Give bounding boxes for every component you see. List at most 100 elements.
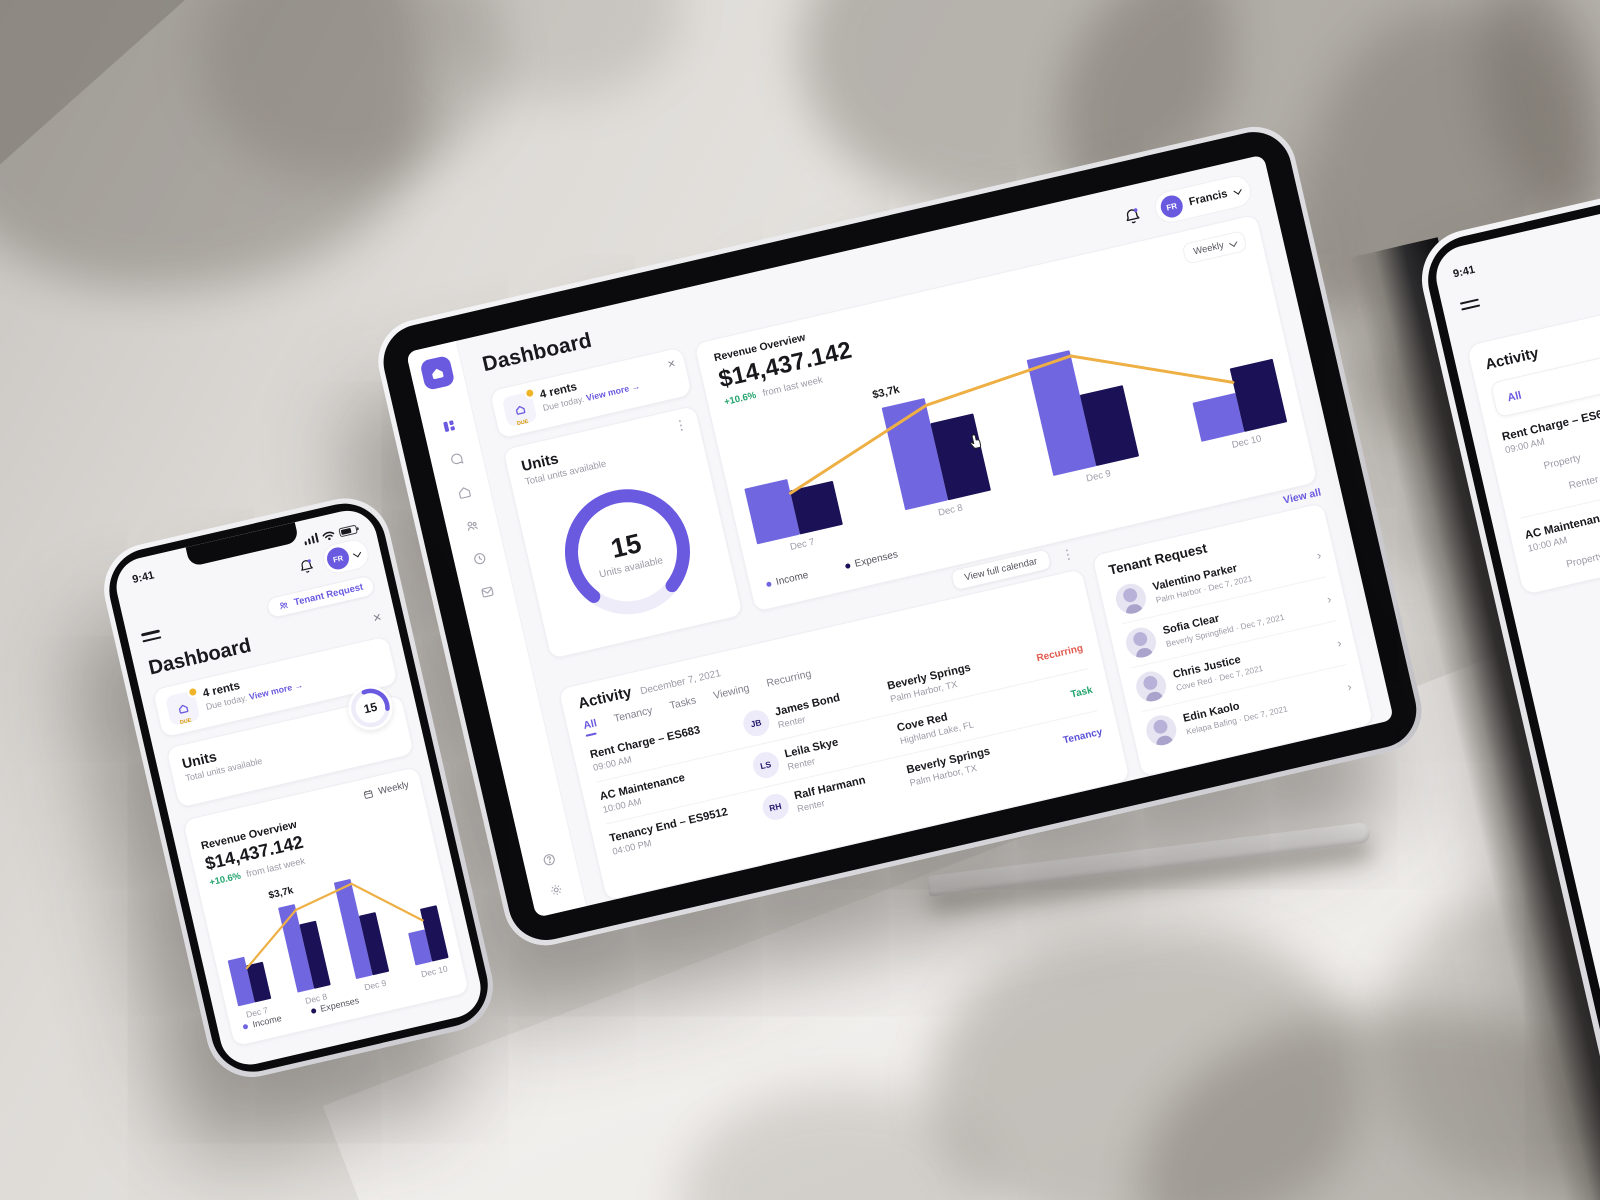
x-axis-label: Dec 10 bbox=[1230, 433, 1263, 451]
rents-text: 4 rents Due today. View more → bbox=[539, 367, 641, 413]
chevron-right-icon: › bbox=[1315, 548, 1323, 563]
main-content: Dashboard FR Francis bbox=[457, 155, 1394, 906]
period-select[interactable]: Weekly bbox=[1181, 230, 1248, 265]
left-column: DUE 4 rents Due today. View more → × Uni… bbox=[488, 346, 744, 660]
revenue-bar-chart: Dec 7 Dec 8 $3,7k Dec 9 Dec 10 bbox=[728, 295, 1288, 553]
battery-icon bbox=[338, 524, 358, 537]
rent-house-icon: DUE bbox=[501, 386, 538, 428]
phone-screen: 9:41 FR Tena bbox=[110, 504, 487, 1071]
tenant-request-chip[interactable]: Tenant Request bbox=[265, 574, 377, 620]
revenue-card: Revenue Overview $14,437.142 +10.6% from… bbox=[693, 213, 1319, 613]
help-icon[interactable] bbox=[539, 850, 559, 870]
sidebar-footer bbox=[539, 850, 566, 901]
phone-device: 9:41 FR Tena bbox=[95, 489, 503, 1087]
hamburger-menu-icon[interactable] bbox=[140, 626, 162, 646]
chevron-down-icon bbox=[1233, 186, 1242, 195]
notifications-bell-icon[interactable] bbox=[1121, 204, 1144, 227]
team-icon bbox=[280, 602, 289, 610]
chip-label: Tenant Request bbox=[293, 581, 365, 609]
avatar: JB bbox=[740, 707, 772, 739]
notifications-bell-icon[interactable] bbox=[296, 556, 316, 576]
trend-line bbox=[245, 882, 424, 970]
sidebar-item-properties-icon[interactable] bbox=[454, 482, 474, 502]
chevron-down-icon bbox=[352, 549, 362, 558]
calendar-icon bbox=[363, 790, 373, 799]
tenant-avatar bbox=[1123, 624, 1160, 661]
trend-line bbox=[788, 354, 1235, 495]
status-bar: 9:41 bbox=[125, 521, 363, 587]
rents-due-card[interactable]: DUE 4 rents Due today. View more → bbox=[151, 635, 399, 739]
x-axis-label: Dec 7 bbox=[789, 536, 816, 553]
tablet-frame: Dashboard FR Francis bbox=[370, 118, 1430, 954]
status-badge: Task bbox=[1069, 684, 1094, 701]
close-icon[interactable]: × bbox=[371, 607, 383, 626]
rent-house-icon: DUE bbox=[164, 685, 201, 727]
tab-tenancy[interactable]: Tenancy bbox=[612, 704, 654, 725]
header-actions: FR Francis bbox=[1119, 172, 1255, 234]
phone-bezel: 9:41 FR Tena bbox=[100, 495, 497, 1081]
user-name: Francis bbox=[1187, 187, 1229, 209]
app-logo-icon[interactable] bbox=[418, 355, 455, 392]
period-select[interactable]: Weekly bbox=[197, 779, 410, 838]
kebab-menu-icon[interactable]: ⋮ bbox=[672, 416, 689, 434]
hamburger-menu-icon[interactable] bbox=[1459, 294, 1481, 314]
tab-all[interactable]: All bbox=[1506, 389, 1523, 405]
profile-menu[interactable]: FR bbox=[320, 536, 372, 577]
chevron-right-icon: › bbox=[1345, 679, 1353, 695]
tab-recurring[interactable]: Recurring bbox=[765, 667, 813, 690]
tablet-device: Dashboard FR Francis bbox=[370, 118, 1430, 954]
cursor-pointer-icon bbox=[965, 431, 987, 458]
status-icons bbox=[302, 523, 358, 546]
page-header: Dashboard FR Francis bbox=[479, 172, 1255, 381]
tenant-avatar bbox=[1133, 668, 1170, 705]
status-time: 9:41 bbox=[131, 569, 156, 587]
user-avatar: FR bbox=[1158, 193, 1185, 220]
status-badge: Tenancy bbox=[1062, 726, 1104, 746]
sidebar-item-mail-icon[interactable] bbox=[477, 582, 497, 602]
due-badge: DUE bbox=[516, 418, 530, 428]
close-icon[interactable]: × bbox=[666, 355, 677, 372]
chevron-down-icon bbox=[1228, 238, 1238, 247]
x-axis-label: Dec 8 bbox=[937, 502, 964, 519]
units-donut-chart: 15 Units available bbox=[538, 462, 718, 642]
leaf-shadow bbox=[200, 0, 500, 180]
legend-income: Income bbox=[774, 569, 810, 588]
sidebar-item-history-icon[interactable] bbox=[470, 548, 490, 568]
user-avatar: FR bbox=[324, 545, 352, 572]
chevron-right-icon: › bbox=[1335, 635, 1343, 651]
sidebar-item-dashboard-icon[interactable] bbox=[439, 416, 459, 436]
avatar: RH bbox=[759, 791, 791, 823]
kebab-menu-icon[interactable]: ⋮ bbox=[1059, 545, 1076, 563]
due-badge: DUE bbox=[179, 717, 193, 727]
rents-due-card[interactable]: DUE 4 rents Due today. View more → × bbox=[488, 346, 693, 440]
coin-icon bbox=[523, 386, 537, 400]
bar-group: Dec 8 $3,7k bbox=[871, 384, 992, 519]
activity-title: Activity bbox=[576, 683, 634, 713]
revenue-card: Weekly Revenue Overview $14,437.142 +10.… bbox=[181, 765, 471, 1048]
sidebar bbox=[405, 340, 588, 918]
avatar: LS bbox=[750, 749, 782, 781]
wifi-icon bbox=[322, 531, 335, 540]
period-value: Weekly bbox=[1192, 239, 1226, 258]
tablet-screen: Dashboard FR Francis bbox=[405, 154, 1394, 918]
tab-tasks[interactable]: Tasks bbox=[668, 694, 698, 713]
units-mini-ring: 15 bbox=[344, 681, 397, 735]
tab-viewing[interactable]: Viewing bbox=[712, 682, 751, 702]
leaf-shadow bbox=[930, 930, 1360, 1200]
units-card: 15 Units Total units available bbox=[165, 681, 415, 809]
sidebar-item-team-icon[interactable] bbox=[462, 515, 482, 535]
revenue-bar-chart: Dec 7 Dec 8 $3,7k Dec 9 Dec 10 bbox=[214, 853, 449, 1020]
tablet-bezel: Dashboard FR Francis bbox=[375, 124, 1424, 948]
legend-expenses: Expenses bbox=[853, 549, 899, 570]
phone-frame: 9:41 FR Tena bbox=[95, 489, 503, 1087]
sidebar-item-chat-icon[interactable] bbox=[447, 449, 467, 469]
phone-header-actions: FR bbox=[129, 536, 372, 621]
chevron-right-icon: › bbox=[1325, 591, 1333, 607]
top-cards-row: DUE 4 rents Due today. View more → × Uni… bbox=[488, 213, 1319, 660]
units-card: Units Total units available ⋮ 15 bbox=[502, 404, 744, 660]
settings-gear-icon[interactable] bbox=[546, 880, 566, 900]
coin-icon bbox=[186, 685, 200, 699]
tab-all[interactable]: All bbox=[582, 717, 599, 732]
status-time: 9:41 bbox=[1452, 263, 1477, 281]
